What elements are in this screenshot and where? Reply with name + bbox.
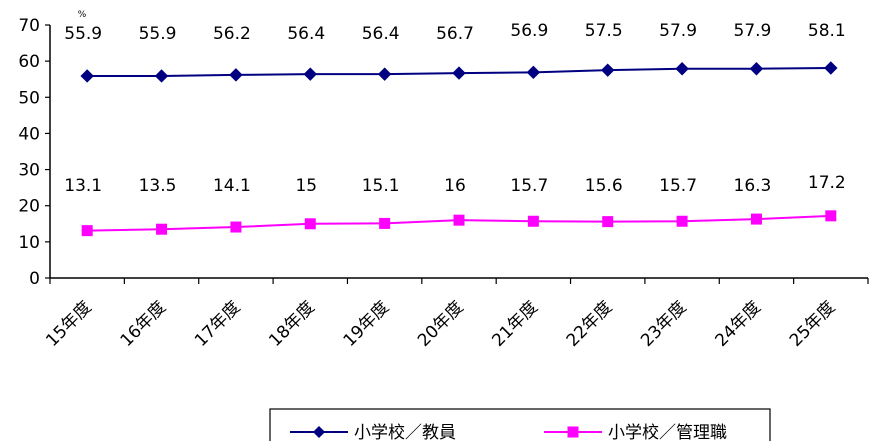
unit-label: % [78, 10, 87, 20]
data-label: 56.4 [362, 24, 400, 44]
data-point-square [304, 218, 316, 230]
legend-box [269, 408, 771, 445]
y-tick-label: 40 [18, 124, 40, 144]
data-label: 56.2 [213, 24, 251, 44]
data-label: 57.9 [734, 21, 772, 41]
data-label: 57.5 [585, 21, 623, 41]
data-point-square [750, 213, 762, 225]
data-point-diamond [229, 68, 243, 82]
data-label: 56.4 [287, 24, 325, 44]
legend: 小学校／教員 小学校／管理職 [269, 408, 771, 445]
data-point-diamond [154, 69, 169, 83]
data-point-square [602, 216, 614, 228]
data-point-diamond [303, 67, 317, 81]
data-point-square [230, 221, 242, 233]
data-label: 57.9 [659, 21, 697, 41]
data-label: 15 [295, 176, 317, 196]
data-point-square [527, 215, 539, 227]
y-tick-label: 0 [29, 269, 40, 289]
x-tick-label: 22年度 [563, 297, 616, 350]
y-tick-label: 70 [18, 16, 40, 36]
y-tick-label: 60 [18, 52, 40, 72]
data-point-diamond [377, 67, 392, 81]
data-point-square [825, 210, 837, 222]
data-labels: 55.9 55.9 56.2 56.4 56.4 56.7 56.9 57.5 57.9 57.9… [64, 21, 845, 196]
legend-label: 小学校／教員 [354, 423, 456, 441]
data-point-square [81, 225, 93, 237]
y-tick-label: 10 [18, 233, 40, 253]
legend-marker-square [567, 426, 579, 438]
x-tick-label: 17年度 [191, 297, 244, 350]
data-point-square [379, 217, 391, 229]
x-tick-label: 23年度 [637, 297, 690, 350]
data-label: 15.7 [659, 176, 697, 196]
x-tick-label: 15年度 [42, 297, 95, 350]
data-label: 58.1 [808, 21, 846, 41]
x-tick-label: 16年度 [117, 297, 170, 350]
data-label: 17.2 [808, 173, 846, 193]
y-tick-label: 30 [18, 161, 40, 181]
data-label: 15.7 [510, 176, 548, 196]
x-tick-label: 25年度 [786, 297, 839, 350]
data-label: 14.1 [213, 176, 251, 196]
data-label: 13.5 [139, 176, 177, 196]
data-label: 13.1 [64, 176, 102, 196]
data-label: 56.7 [436, 24, 474, 44]
x-tick-label: 19年度 [340, 297, 393, 350]
data-label: 56.9 [510, 21, 548, 41]
data-point-diamond [601, 63, 615, 77]
data-label: 55.9 [139, 24, 177, 44]
y-tick-label: 50 [18, 88, 40, 108]
data-point-square [676, 215, 688, 227]
x-tick-label: 21年度 [488, 297, 541, 350]
legend-label: 小学校／管理職 [608, 423, 727, 441]
data-point-diamond [526, 65, 541, 80]
data-point-diamond [824, 61, 838, 75]
y-tick-label: 20 [18, 197, 40, 217]
data-label: 55.9 [64, 24, 102, 44]
x-tick-label: 20年度 [414, 297, 467, 350]
data-point-diamond [80, 69, 94, 83]
data-label: 15.1 [362, 176, 400, 196]
data-point-diamond [675, 62, 689, 76]
data-point-diamond [452, 66, 466, 80]
data-label: 16 [444, 176, 466, 196]
data-point-square [453, 214, 465, 226]
x-tick-label: 18年度 [265, 297, 318, 350]
data-label: 16.3 [734, 176, 772, 196]
data-point-square [156, 223, 168, 235]
x-tick-label: 24年度 [712, 297, 765, 350]
data-label: 15.6 [585, 176, 623, 196]
data-point-diamond [749, 62, 764, 76]
series-layer [80, 61, 838, 237]
legend-marker-diamond [313, 426, 325, 438]
